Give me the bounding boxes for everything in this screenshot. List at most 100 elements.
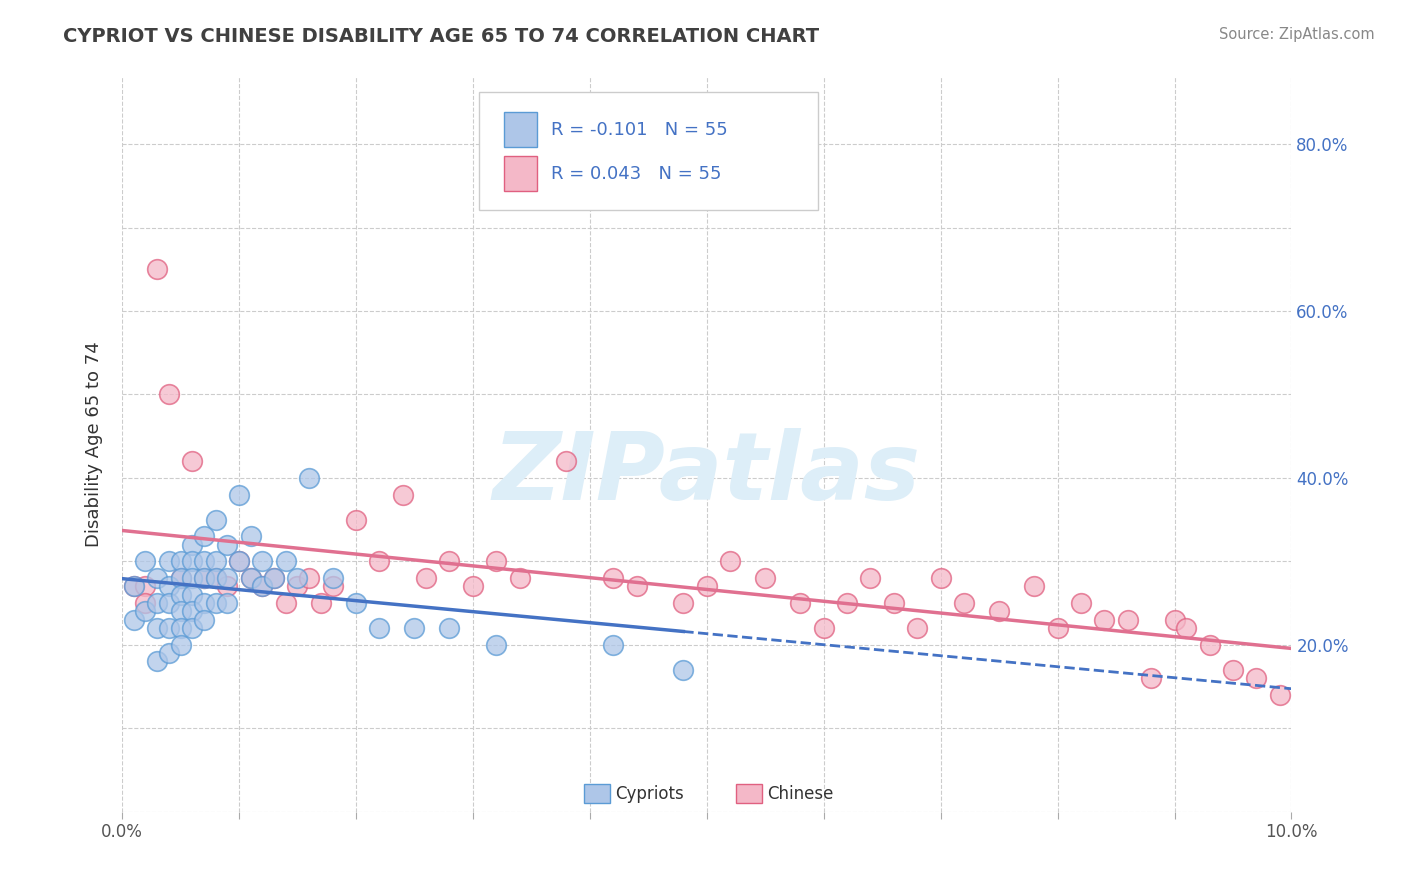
Point — [217, 571, 239, 585]
Point — [298, 571, 321, 585]
FancyBboxPatch shape — [478, 92, 818, 210]
Point — [146, 571, 169, 585]
Point — [134, 596, 156, 610]
Point — [169, 571, 191, 585]
Point — [181, 621, 204, 635]
Point — [252, 554, 274, 568]
Y-axis label: Disability Age 65 to 74: Disability Age 65 to 74 — [86, 342, 103, 548]
Point — [239, 529, 262, 543]
FancyBboxPatch shape — [505, 112, 537, 147]
Point — [1163, 613, 1185, 627]
Point — [929, 571, 952, 585]
Point — [1246, 671, 1268, 685]
Point — [217, 596, 239, 610]
Point — [157, 596, 180, 610]
Point — [696, 579, 718, 593]
Point — [217, 538, 239, 552]
Point — [1175, 621, 1198, 635]
Point — [602, 638, 624, 652]
Point — [157, 646, 180, 660]
Point — [146, 621, 169, 635]
Point — [485, 638, 508, 652]
Point — [602, 571, 624, 585]
Point — [263, 571, 285, 585]
Point — [883, 596, 905, 610]
Point — [239, 571, 262, 585]
Point — [485, 554, 508, 568]
Point — [157, 579, 180, 593]
Point — [252, 579, 274, 593]
Point — [953, 596, 976, 610]
Point — [287, 579, 309, 593]
Point — [181, 588, 204, 602]
Point — [1024, 579, 1046, 593]
Point — [134, 604, 156, 618]
Point — [169, 621, 191, 635]
Point — [146, 596, 169, 610]
Point — [274, 596, 297, 610]
Text: Chinese: Chinese — [768, 785, 834, 803]
Point — [228, 554, 250, 568]
Point — [626, 579, 648, 593]
Point — [718, 554, 741, 568]
Point — [988, 604, 1011, 618]
Point — [1140, 671, 1163, 685]
Point — [204, 596, 226, 610]
Point — [461, 579, 484, 593]
Text: ZIPatlas: ZIPatlas — [492, 428, 921, 520]
Point — [228, 487, 250, 501]
Point — [122, 613, 145, 627]
Point — [252, 579, 274, 593]
Point — [309, 596, 332, 610]
Point — [169, 588, 191, 602]
Point — [193, 554, 215, 568]
Point — [322, 579, 344, 593]
Point — [217, 579, 239, 593]
Point — [134, 554, 156, 568]
FancyBboxPatch shape — [505, 156, 537, 191]
Point — [754, 571, 776, 585]
Text: CYPRIOT VS CHINESE DISABILITY AGE 65 TO 74 CORRELATION CHART: CYPRIOT VS CHINESE DISABILITY AGE 65 TO … — [63, 27, 820, 45]
Point — [415, 571, 437, 585]
Point — [157, 387, 180, 401]
Point — [905, 621, 928, 635]
Point — [193, 529, 215, 543]
Point — [672, 663, 695, 677]
Text: Cypriots: Cypriots — [616, 785, 685, 803]
Point — [274, 554, 297, 568]
Point — [439, 621, 461, 635]
Point — [1268, 688, 1291, 702]
Point — [404, 621, 426, 635]
Point — [1198, 638, 1220, 652]
Point — [368, 621, 391, 635]
Point — [555, 454, 578, 468]
Point — [368, 554, 391, 568]
Point — [204, 571, 226, 585]
Point — [181, 454, 204, 468]
Point — [344, 596, 367, 610]
Point — [193, 613, 215, 627]
Text: Source: ZipAtlas.com: Source: ZipAtlas.com — [1219, 27, 1375, 42]
Point — [835, 596, 858, 610]
Point — [169, 554, 191, 568]
Point — [239, 571, 262, 585]
Point — [204, 512, 226, 526]
Point — [228, 554, 250, 568]
Point — [169, 571, 191, 585]
Point — [1116, 613, 1139, 627]
Point — [157, 621, 180, 635]
Point — [1222, 663, 1244, 677]
Point — [1092, 613, 1115, 627]
Point — [344, 512, 367, 526]
Point — [263, 571, 285, 585]
Point — [391, 487, 413, 501]
Point — [181, 554, 204, 568]
Point — [322, 571, 344, 585]
Point — [1046, 621, 1069, 635]
Point — [813, 621, 835, 635]
Point — [122, 579, 145, 593]
Point — [181, 538, 204, 552]
Point — [509, 571, 531, 585]
Point — [859, 571, 882, 585]
Point — [169, 638, 191, 652]
